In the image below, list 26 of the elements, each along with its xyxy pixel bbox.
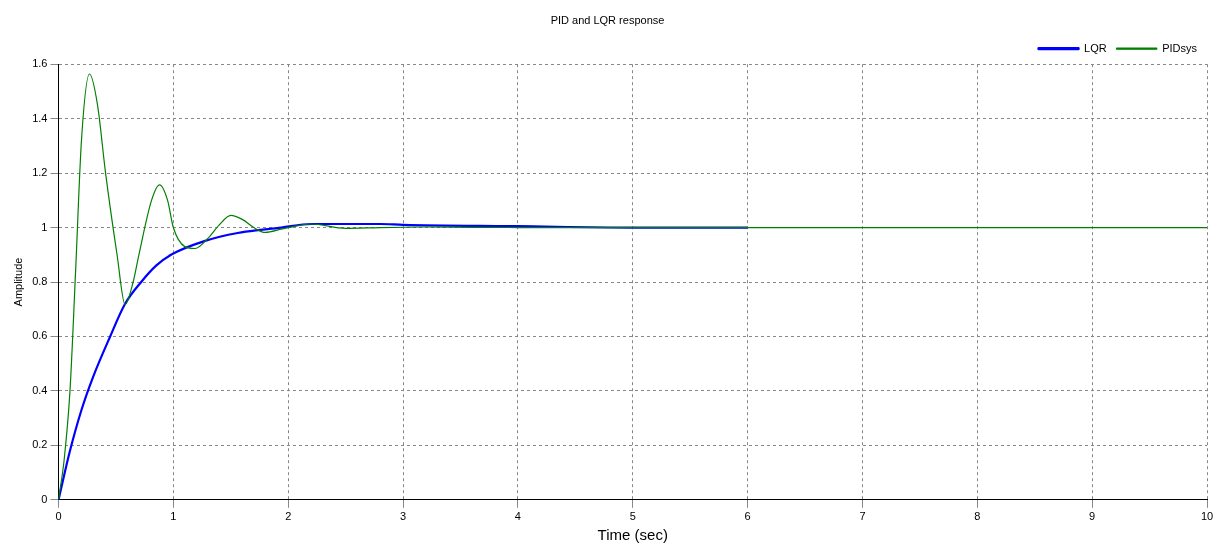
- legend-label: PIDsys: [1162, 41, 1198, 54]
- x-axis-title: Time (sec): [597, 526, 668, 544]
- y-tick-label: 0.4: [32, 383, 48, 396]
- y-tick-label: 1.2: [32, 166, 48, 179]
- x-tick-label: 9: [1089, 510, 1096, 523]
- x-tick-label: 8: [974, 510, 981, 523]
- x-tick-label: 6: [744, 510, 751, 523]
- x-tick-label: 0: [55, 510, 62, 523]
- x-tick-label: 4: [514, 510, 521, 523]
- x-tick-label: 2: [285, 510, 292, 523]
- line-series: [58, 222, 749, 500]
- chart-title: PID and LQR response: [550, 13, 665, 26]
- y-tick-label: 1.6: [32, 57, 48, 70]
- x-tick-label: 10: [1200, 510, 1214, 523]
- x-tick-label: 7: [859, 510, 866, 523]
- x-tick-label: 5: [629, 510, 636, 523]
- x-tick-label: 3: [399, 510, 407, 523]
- y-tick-label: 1.4: [32, 111, 48, 124]
- y-tick-label: 0: [41, 492, 48, 505]
- y-axis-title: Amplitude: [11, 257, 24, 307]
- x-tick-label: 1: [170, 510, 177, 523]
- y-tick-label: 0.8: [32, 275, 48, 288]
- y-tick-label: 0.6: [32, 329, 48, 342]
- legend-label: LQR: [1084, 41, 1107, 54]
- y-tick-label: 1: [41, 220, 48, 233]
- y-tick-label: 0.2: [32, 438, 48, 451]
